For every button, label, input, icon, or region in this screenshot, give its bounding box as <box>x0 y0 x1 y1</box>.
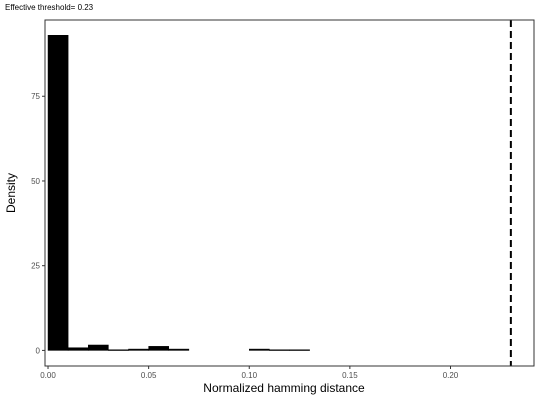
histogram-bar-10 <box>249 348 270 351</box>
y-tick-label: 50 <box>31 177 40 186</box>
y-axis: 0 25 50 75 <box>31 92 45 355</box>
y-tick-label: 25 <box>31 262 40 271</box>
y-tick-label: 75 <box>31 92 40 101</box>
histogram-bar-6 <box>168 348 190 351</box>
histogram-bar-4 <box>128 348 149 351</box>
x-tick-label: 0.05 <box>141 371 157 380</box>
histogram-bar-11 <box>269 349 290 351</box>
histogram-bar-3 <box>108 349 129 351</box>
x-tick-label: 0.10 <box>241 371 257 380</box>
bars-layer <box>47 35 310 351</box>
x-tick-label: 0.20 <box>443 371 459 380</box>
y-axis-title: Density <box>4 173 18 213</box>
histogram-bar-2 <box>88 344 109 351</box>
histogram-bar-1 <box>67 347 89 351</box>
histogram-bar-12 <box>289 349 310 351</box>
x-tick-label: 0.15 <box>342 371 358 380</box>
x-axis-title: Normalized hamming distance <box>203 381 365 395</box>
x-axis: 0.00 0.05 0.10 0.15 0.20 <box>40 366 459 380</box>
histogram-bar-0 <box>47 35 69 351</box>
y-tick-label: 0 <box>36 346 41 355</box>
x-tick-label: 0.00 <box>40 371 56 380</box>
chart-title: Effective threshold= 0.23 <box>5 3 94 12</box>
plot-panel-border <box>44 19 535 367</box>
histogram-bar-5 <box>148 346 170 351</box>
